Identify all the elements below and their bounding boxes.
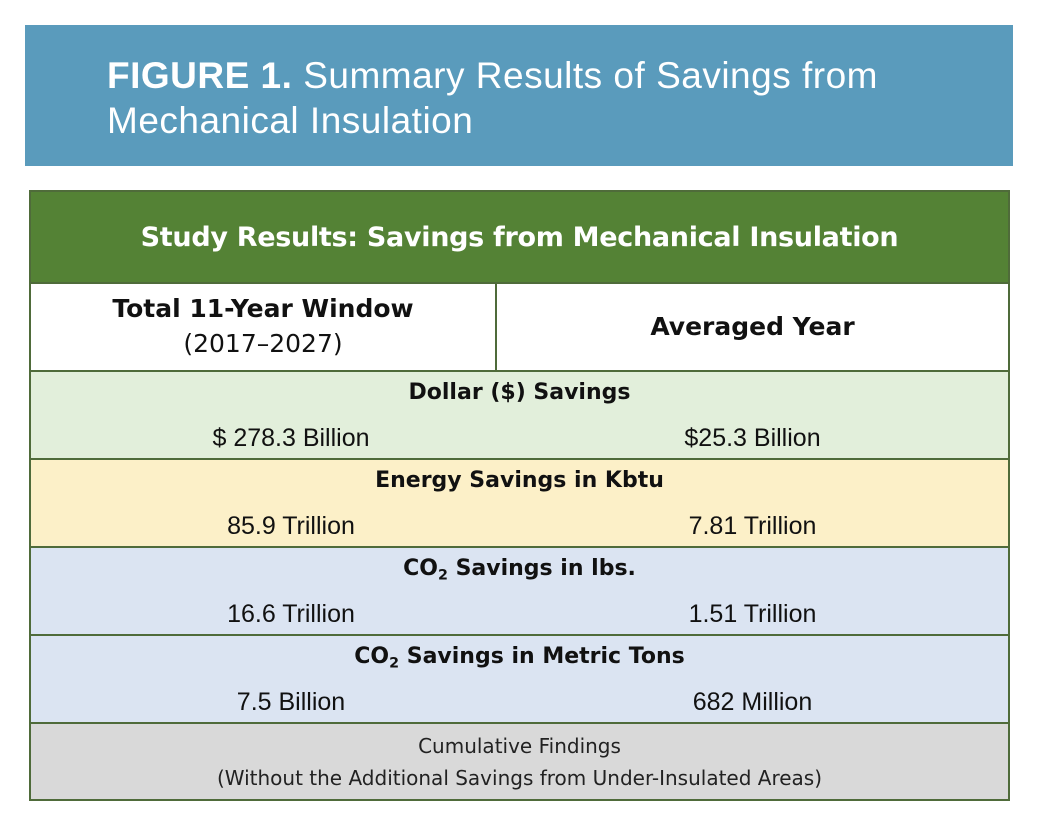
figure-banner: FIGURE 1. Summary Results of Savings fro… [25,25,1013,166]
footer-line-2: (Without the Additional Savings from Und… [216,765,823,790]
table-row-energy-savings: Energy Savings in Kbtu 85.9 Trillion 7.8… [31,460,1008,546]
averaged-value: 682 Million [692,688,813,716]
metric-label: CO2 Savings in lbs. [31,556,1008,583]
table-row-dollar-savings: Dollar ($) Savings $ 278.3 Billion $25.3… [31,372,1008,458]
header-averaged-year-label: Averaged Year [650,312,855,341]
figure-title: Summary Results of Savings from Mechanic… [107,55,878,141]
metric-prefix: CO [403,556,438,581]
total-value: 16.6 Trillion [227,600,355,628]
table-header-row: Total 11-Year Window (2017–2027) Average… [31,284,1008,370]
metric-suffix: Savings in lbs. [447,556,636,581]
averaged-value: 1.51 Trillion [688,600,817,628]
table-row-co2-metric-tons: CO2 Savings in Metric Tons 7.5 Billion 6… [31,636,1008,722]
table-footer: Cumulative Findings (Without the Additio… [31,724,1008,799]
metric-label: CO2 Savings in Metric Tons [31,644,1008,671]
metric-suffix: Savings in Metric Tons [399,644,685,669]
footer-line-1: Cumulative Findings [418,733,621,758]
total-value: 85.9 Trillion [227,512,355,540]
metric-prefix: CO [354,644,390,669]
header-total-window-years: (2017–2027) [183,329,343,358]
header-total-window-label: Total 11-Year Window [112,294,414,323]
header-averaged-year: Averaged Year [497,284,1008,370]
total-value: 7.5 Billion [236,688,346,716]
averaged-value: $25.3 Billion [684,424,821,452]
total-value: $ 278.3 Billion [212,424,370,452]
results-table: Study Results: Savings from Mechanical I… [29,190,1010,801]
metric-subscript: 2 [389,655,400,672]
header-total-window: Total 11-Year Window (2017–2027) [31,284,495,370]
averaged-value: 7.81 Trillion [688,512,817,540]
metric-label: Energy Savings in Kbtu [375,468,664,493]
table-title: Study Results: Savings from Mechanical I… [31,192,1008,282]
metric-label: Dollar ($) Savings [408,380,631,405]
figure-label: FIGURE 1. [107,55,293,96]
metric-subscript: 2 [437,567,448,584]
table-row-co2-lbs: CO2 Savings in lbs. 16.6 Trillion 1.51 T… [31,548,1008,634]
